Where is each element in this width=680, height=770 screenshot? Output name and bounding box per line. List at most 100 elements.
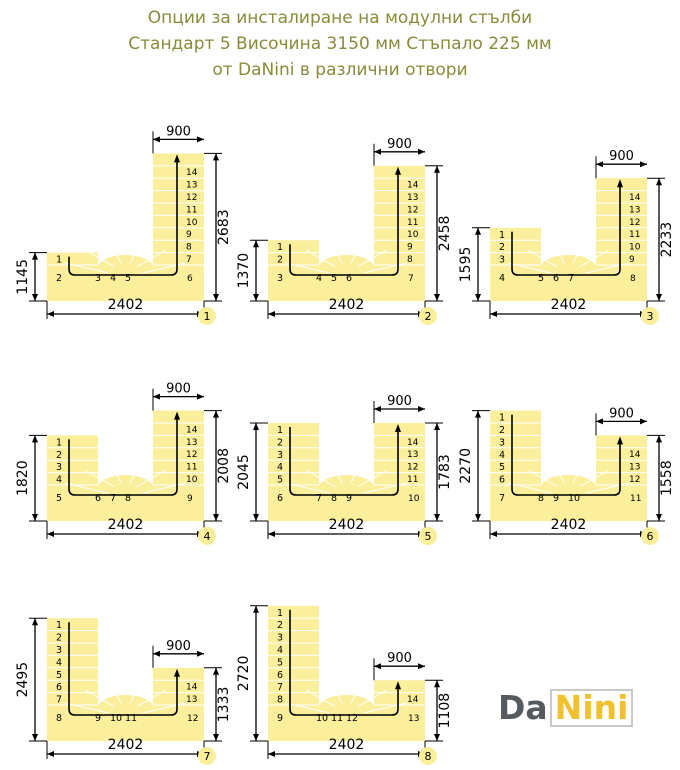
step-number-left: 1 [499,230,505,241]
step-number-left: 2 [277,255,283,266]
winder-step-divider [285,702,330,714]
step-number-right: 14 [186,683,198,693]
width-label: 2402 [329,297,365,313]
winder-step-divider [331,243,343,264]
step-number-right: 12 [186,193,197,203]
winder-step-divider [579,469,609,488]
width-label: 2402 [551,517,587,533]
option-badge [641,307,659,325]
walking-line [289,173,399,276]
bottom-landing [268,265,425,301]
step-number-winder: 8 [125,493,131,504]
left-height-dimension-head-bottom [32,734,38,741]
step-number-left: 1 [56,255,62,266]
title-line-3: от DaNini в различни отвори [212,60,468,80]
opening-dimension-head-right [640,418,647,425]
winder-step-divider [85,249,115,268]
winder-step-divider [331,683,343,704]
walking-line [511,414,621,496]
winder-step-divider [553,243,565,264]
step-number-winder: 6 [95,493,101,504]
winder-arc [98,475,153,485]
opening-label: 900 [387,651,412,666]
step-number-left: 3 [277,273,283,284]
winder-step-divider [110,463,122,484]
opening-dimension-head-right [197,393,204,400]
step-number-left: 4 [277,462,283,473]
bottom-landing [268,705,425,741]
step-number-right: 12 [186,450,197,460]
left-height-dimension-head-top [253,240,259,248]
step-number-right: 12 [407,463,418,473]
winder-arc [541,255,596,265]
step-number-right: 13 [186,438,197,448]
winder-step-divider [110,683,122,704]
winder-step-divider [572,243,584,264]
opening-dimension-head-left [374,663,381,670]
right-height-label: 2008 [216,448,232,484]
option-badge [198,527,216,545]
walking-line-arrow [395,166,401,175]
step-number-left: 2 [499,242,505,253]
step-number-right: 14 [186,425,198,435]
walking-line-arrow [395,424,401,432]
step-number-winder: 6 [346,273,352,284]
opening-dimension-head-right [418,406,425,412]
opening-label: 900 [609,406,634,421]
step-number-right: 8 [186,243,192,253]
step-number-left: 2 [277,437,283,448]
step-number-winder: 11 [331,713,343,724]
winder-step-divider [136,689,166,708]
left-height-label: 2270 [458,448,474,484]
left-flight [490,227,541,265]
winder-step-divider [507,482,552,494]
opening-dimension-head-left [374,148,381,155]
left-height-dimension-head-bottom [253,294,259,301]
title-line-1: Опции за инсталиране на модулни стълби [147,8,533,28]
step-number-right: 11 [407,218,418,228]
width-label: 2402 [108,737,144,753]
winder-step-divider [585,482,630,494]
winder-step-divider [357,689,387,708]
step-number-winder: 8 [538,493,544,504]
walking-line-arrow [174,411,180,420]
right-height-dimension-head-top [434,680,440,688]
opening-label: 900 [166,639,191,654]
left-height-label: 1820 [15,460,31,496]
left-height-dimension-head-bottom [32,294,38,301]
step-number-left: 5 [277,657,283,668]
walking-line-arrow [174,668,180,677]
step-number-winder: 5 [331,273,337,284]
winder-step-divider [285,262,330,274]
winder-arc [98,255,153,265]
opening-label: 900 [609,149,634,164]
option-number: 3 [647,310,654,323]
right-height-label: 1783 [437,454,453,490]
width-dimension-head-left [47,751,54,757]
width-dimension-head-left [490,531,497,537]
step-number-left: 4 [56,657,62,668]
right-height-dimension-head-top [213,667,219,675]
step-number-left: 3 [56,645,62,656]
opening-label: 900 [387,394,412,409]
walking-line [68,161,178,276]
danini-logo: Da Nini [498,688,634,728]
step-number-winder: 5 [538,273,544,284]
winder-step-divider [306,689,336,708]
winder-step-divider [331,463,343,484]
winder-step-divider [350,463,362,484]
step-number-right: 8 [407,255,413,265]
step-number-left: 3 [499,437,505,448]
step-number-left: 6 [277,670,283,681]
width-label: 2402 [551,297,587,313]
step-number-right: 9 [187,494,193,504]
right-height-dimension-head-top [434,165,440,173]
width-dimension-head-left [268,311,275,317]
right-height-dimension-head-bottom [434,734,440,741]
winder-arc [98,695,153,705]
step-number-left: 3 [277,633,283,644]
step-number-left: 3 [56,462,62,473]
